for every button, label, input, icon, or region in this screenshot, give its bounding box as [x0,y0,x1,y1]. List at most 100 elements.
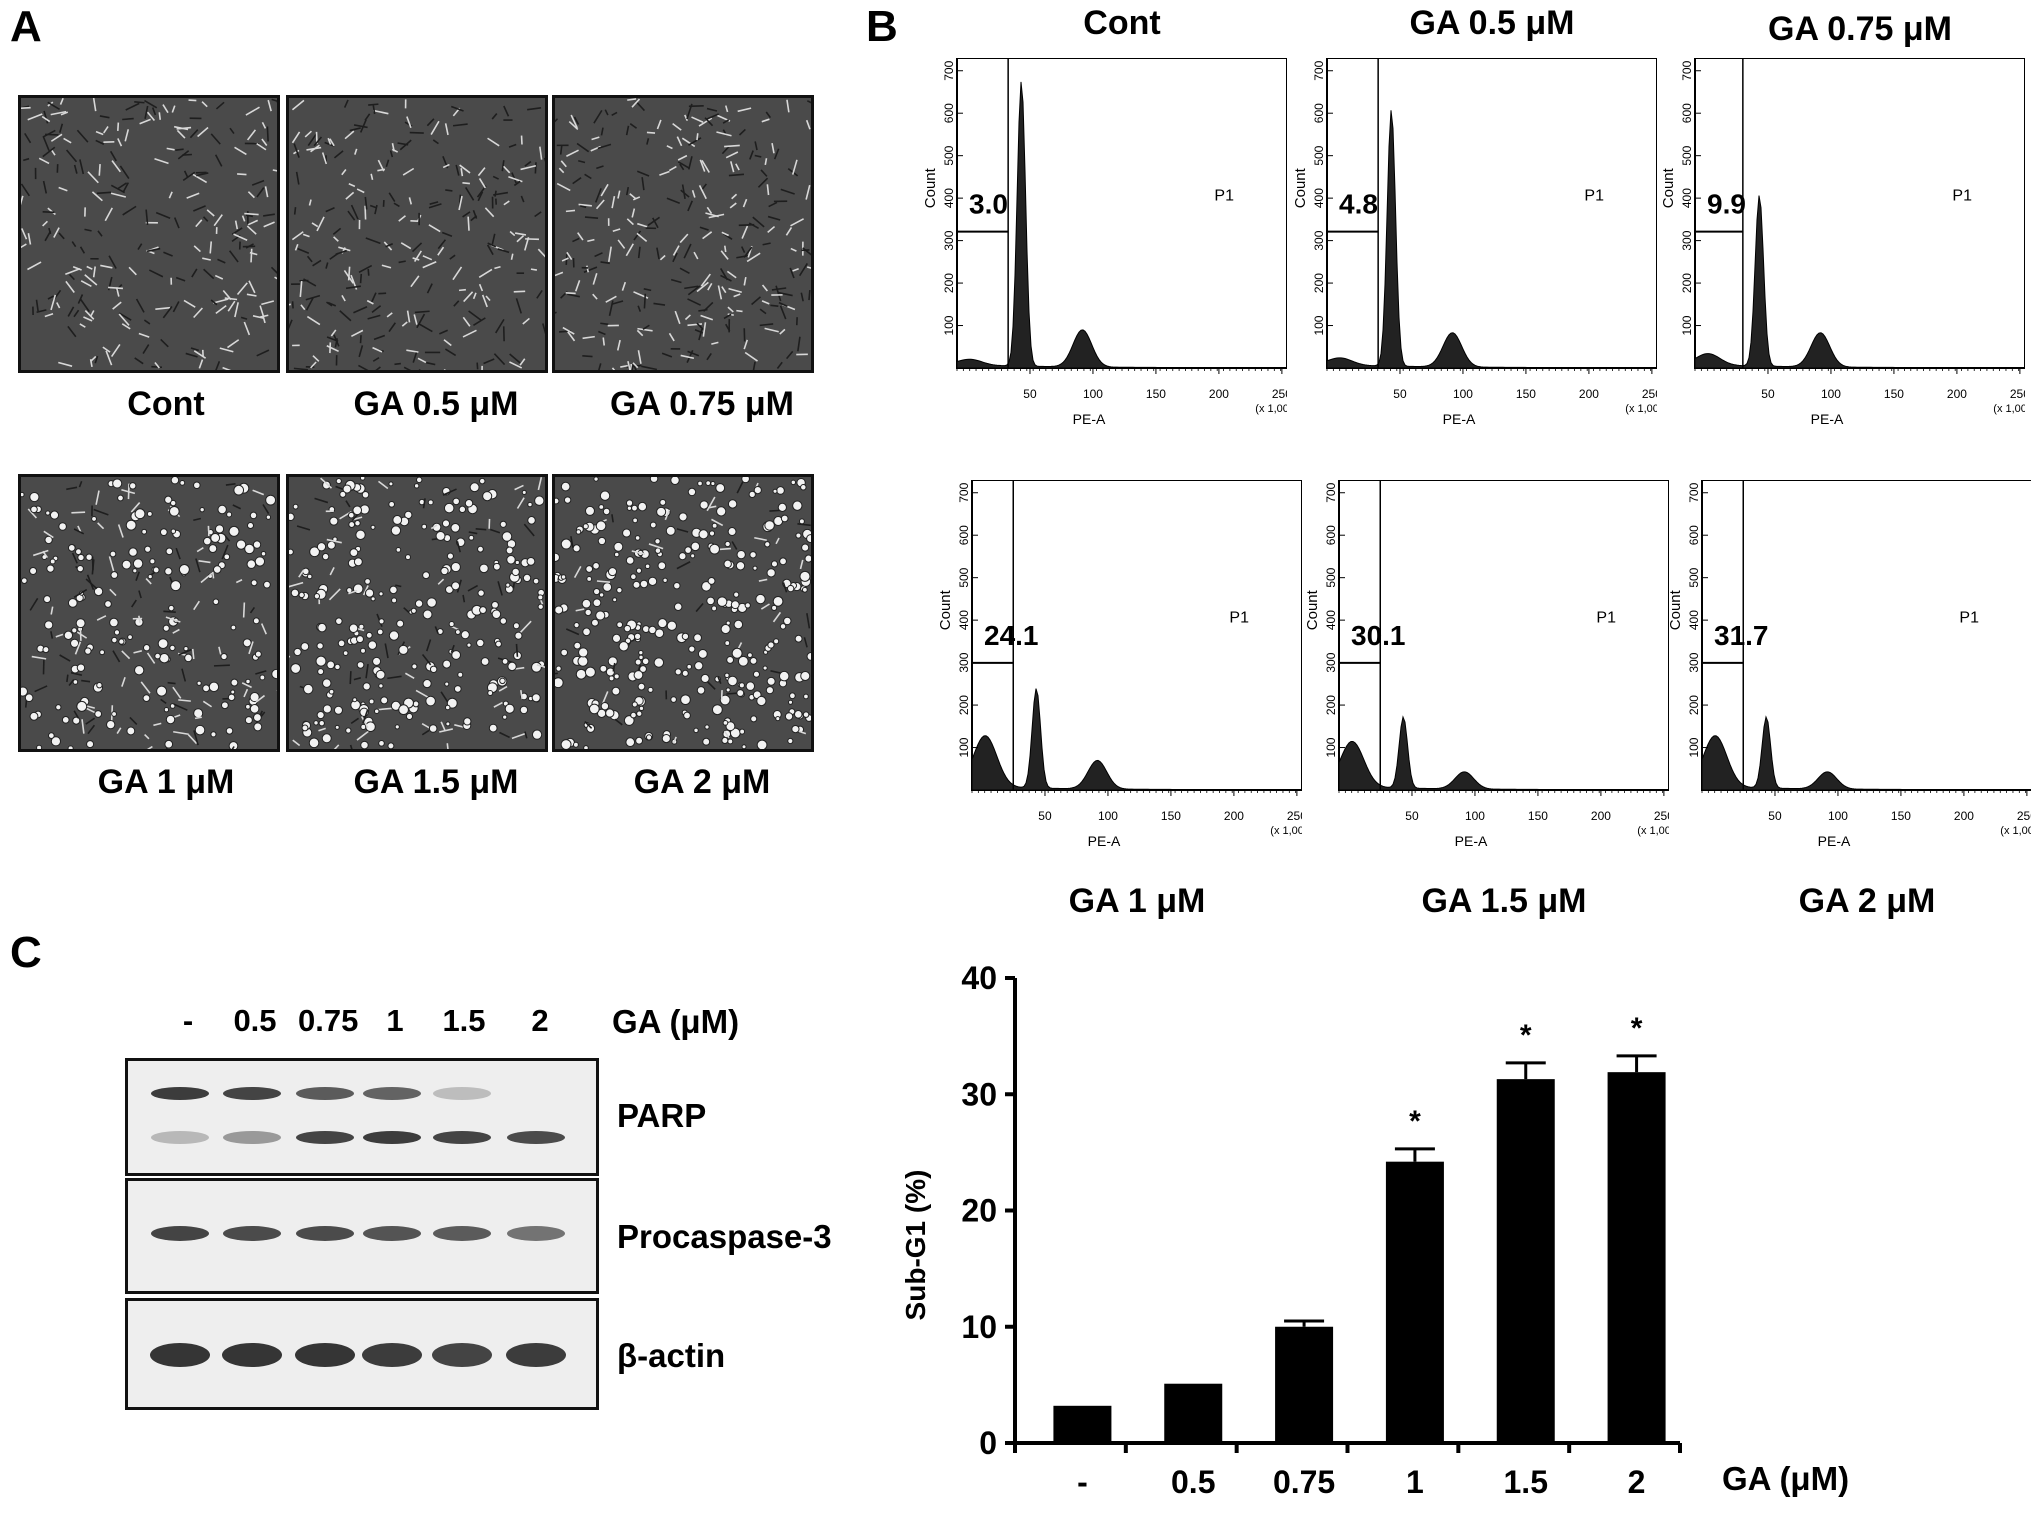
x-tick-label: 250 [2010,387,2025,401]
x-tick-label: 50 [1038,809,1052,823]
x-axis-label: PE-A [1073,411,1106,427]
x-tick-label: 0.75 [1273,1464,1335,1500]
y-axis-label: Count [922,167,939,208]
x-tick-label: 1 [1406,1464,1424,1500]
x-tick-label: 100 [1821,387,1841,401]
bar [1607,1072,1666,1443]
blot-band [296,1086,354,1100]
y-tick-label: 400 [1680,188,1694,208]
x-tick-label: 50 [1768,809,1782,823]
blot-band [506,1343,566,1367]
y-axis-label: Count [1660,167,1677,208]
y-tick-label: 300 [1324,652,1338,672]
y-tick-label: 20 [961,1193,997,1229]
y-tick-label: 400 [957,610,971,630]
micrograph-label: GA 0.5 μM [353,385,519,423]
y-tick-label: 200 [942,273,956,293]
y-tick-label: 700 [957,482,971,502]
blot-band [433,1130,491,1144]
flow-histogram: 100 200 300 400 500 600 700 Count 50 100 150 200 250… [922,58,1287,427]
flow-histogram: 100 200 300 400 500 600 700 Count 50 100 150 200 250… [1667,480,2031,849]
blot-band [295,1343,355,1367]
y-tick-label: 500 [957,567,971,587]
sub-g1-value: 31.7 [1714,620,1769,651]
bar [1275,1326,1334,1443]
x-tick-label: 250 [2017,809,2031,823]
y-tick-label: 600 [1324,525,1338,545]
y-tick-label: 500 [1312,145,1326,165]
histogram-area [1694,195,2025,369]
micrograph [18,95,280,373]
significance-marker: * [1631,1012,1643,1045]
y-tick-label: 700 [1680,60,1694,80]
bar [1053,1405,1112,1443]
conc-label: 1 [386,1003,404,1038]
x-tick-label: 200 [1579,387,1599,401]
bar [1496,1079,1555,1443]
histogram-area [956,81,1287,369]
y-tick-label: 30 [961,1076,997,1112]
y-tick-label: 700 [1324,482,1338,502]
sub-g1-value: 3.0 [969,189,1008,220]
blot-band [363,1225,421,1241]
x-axis-unit: (x 1,000) [1637,825,1669,837]
gate-label: P1 [1596,610,1616,627]
protein-label-procaspase3: Procaspase-3 [617,1218,832,1255]
bar [1164,1383,1223,1443]
y-axis-label: Count [1292,167,1309,208]
histogram-title: Cont [1083,4,1161,42]
y-tick-label: 200 [1324,695,1338,715]
y-tick-label: 600 [942,103,956,123]
x-tick-label: 50 [1405,809,1419,823]
micrograph-texture [555,98,811,370]
x-axis-label: PE-A [1443,411,1476,427]
x-tick-label: 100 [1453,387,1473,401]
y-tick-label: 700 [1687,482,1701,502]
x-axis-label: PE-A [1811,411,1844,427]
y-tick-label: 200 [1312,273,1326,293]
y-tick-label: 300 [1687,652,1701,672]
micrograph [286,474,548,752]
y-tick-label: 200 [1680,273,1694,293]
y-tick-label: 100 [1687,737,1701,757]
x-tick-label: 250 [1654,809,1669,823]
micrograph-label: GA 0.75 μM [610,385,794,423]
panel-letter-b: B [866,2,898,51]
flow-histogram: 100 200 300 400 500 600 700 Count 50 100 150 200 250… [1292,58,1657,427]
x-tick-label: 150 [1146,387,1166,401]
x-tick-label: 150 [1516,387,1536,401]
x-tick-label: 200 [1224,809,1244,823]
parp-blot [125,1058,599,1176]
ga-unit-label: GA (μM) [612,1003,740,1040]
y-tick-label: 700 [1312,60,1326,80]
y-tick-label: 300 [942,230,956,250]
micrograph-texture [21,98,277,370]
sub-g1-value: 9.9 [1707,189,1746,220]
y-tick-label: 100 [957,737,971,757]
x-tick-label: 150 [1891,809,1911,823]
y-tick-label: 100 [1312,315,1326,335]
x-tick-label: 100 [1828,809,1848,823]
x-tick-label: 200 [1954,809,1974,823]
x-tick-label: 200 [1591,809,1611,823]
blot-band [223,1130,281,1144]
micrograph [286,95,548,373]
y-tick-label: 500 [942,145,956,165]
blot-band [151,1130,209,1144]
y-tick-label: 400 [942,188,956,208]
blot-band [507,1225,565,1241]
sub-g1-value: 24.1 [984,620,1039,651]
blot-band [222,1343,282,1367]
histogram-area [1326,110,1657,369]
conc-label: 0.75 [298,1003,359,1038]
conc-label: 0.5 [233,1003,277,1038]
flow-histogram: 100 200 300 400 500 600 700 Count 50 100 150 200 250… [937,480,1302,849]
x-tick-label: 50 [1023,387,1037,401]
x-tick-label: 200 [1209,387,1229,401]
y-tick-label: 500 [1324,567,1338,587]
y-tick-label: 10 [961,1309,997,1345]
conc-label: - [182,1003,194,1038]
micrograph-label: GA 1.5 μM [353,763,519,801]
blot-band [363,1130,421,1144]
micrograph-label: GA 2 μM [633,763,771,801]
